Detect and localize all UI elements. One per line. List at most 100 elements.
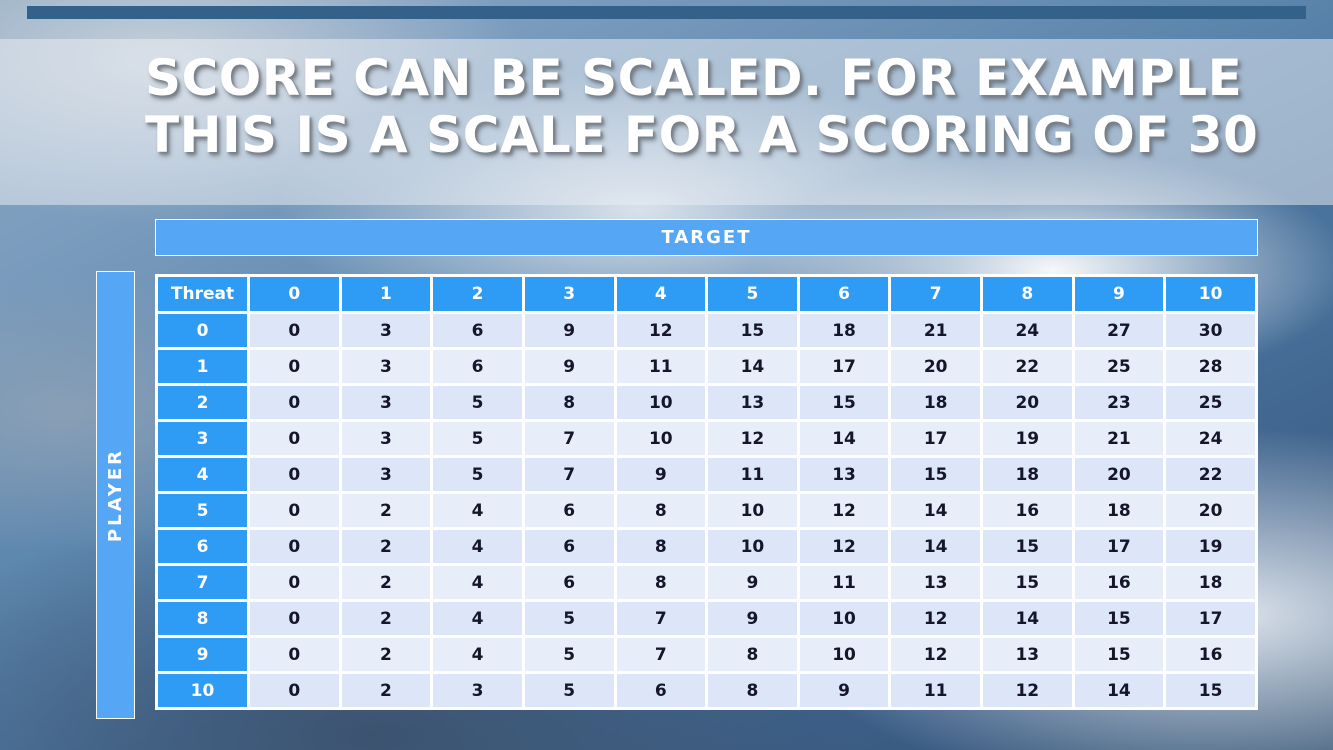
score-cell: 20 — [1071, 455, 1167, 494]
score-cell: 2 — [338, 635, 434, 674]
score-cell: 0 — [247, 563, 342, 602]
score-cell: 12 — [796, 491, 892, 530]
slide-title-line1: SCORE CAN BE SCALED. FOR EXAMPLE — [145, 49, 1243, 107]
score-cell: 2 — [338, 599, 434, 638]
score-cell: 5 — [521, 671, 617, 710]
score-cell: 6 — [430, 347, 525, 386]
score-cell: 10 — [796, 635, 892, 674]
row-header: 8 — [155, 599, 250, 638]
score-cell: 7 — [613, 635, 709, 674]
table-row: 7 0 2 4 6 8 9 11 13 15 16 18 — [155, 563, 1258, 602]
score-cell: 16 — [980, 491, 1075, 530]
score-cell: 16 — [1163, 635, 1258, 674]
score-cell: 0 — [247, 527, 342, 566]
column-header: 10 — [1163, 274, 1258, 314]
score-cell: 9 — [521, 311, 617, 350]
score-cell: 9 — [705, 599, 800, 638]
score-cell: 9 — [796, 671, 892, 710]
score-cell: 15 — [1071, 599, 1167, 638]
column-header: 2 — [430, 274, 525, 314]
score-cell: 3 — [338, 347, 434, 386]
score-cell: 5 — [521, 599, 617, 638]
score-cell: 9 — [705, 563, 800, 602]
table-row: 4 0 3 5 7 9 11 13 15 18 20 22 — [155, 455, 1258, 494]
score-cell: 0 — [247, 311, 342, 350]
column-header: 1 — [338, 274, 434, 314]
score-cell: 6 — [613, 671, 709, 710]
score-cell: 6 — [521, 491, 617, 530]
column-header: 0 — [247, 274, 342, 314]
score-cell: 3 — [338, 419, 434, 458]
score-cell: 5 — [430, 383, 525, 422]
score-cell: 5 — [430, 419, 525, 458]
score-cell: 13 — [796, 455, 892, 494]
score-cell: 21 — [1071, 419, 1167, 458]
score-cell: 11 — [796, 563, 892, 602]
slide-title: SCORE CAN BE SCALED. FOR EXAMPLE THIS IS… — [145, 50, 1293, 164]
score-cell: 11 — [613, 347, 709, 386]
score-table: Threat 0 1 2 3 4 5 6 7 8 9 10 0 0 3 6 9 12 15 18 21 24 27 30 1… — [155, 274, 1258, 710]
score-cell: 28 — [1163, 347, 1258, 386]
score-cell: 20 — [888, 347, 983, 386]
row-header: 2 — [155, 383, 250, 422]
score-cell: 12 — [705, 419, 800, 458]
score-cell: 0 — [247, 419, 342, 458]
score-cell: 16 — [1071, 563, 1167, 602]
score-cell: 30 — [1163, 311, 1258, 350]
score-cell: 15 — [796, 383, 892, 422]
player-sidebar: PLAYER — [96, 271, 135, 719]
score-cell: 7 — [521, 419, 617, 458]
score-cell: 14 — [705, 347, 800, 386]
score-cell: 2 — [338, 527, 434, 566]
score-cell: 5 — [430, 455, 525, 494]
score-cell: 20 — [1163, 491, 1258, 530]
score-cell: 10 — [796, 599, 892, 638]
score-cell: 22 — [1163, 455, 1258, 494]
score-cell: 12 — [888, 599, 983, 638]
score-cell: 3 — [338, 383, 434, 422]
score-cell: 4 — [430, 635, 525, 674]
score-cell: 3 — [338, 455, 434, 494]
score-cell: 0 — [247, 635, 342, 674]
score-cell: 20 — [980, 383, 1075, 422]
score-cell: 2 — [338, 671, 434, 710]
score-cell: 4 — [430, 599, 525, 638]
table-row: 3 0 3 5 7 10 12 14 17 19 21 24 — [155, 419, 1258, 458]
score-cell: 11 — [705, 455, 800, 494]
score-cell: 18 — [1071, 491, 1167, 530]
score-cell: 0 — [247, 599, 342, 638]
score-cell: 9 — [613, 455, 709, 494]
score-cell: 19 — [1163, 527, 1258, 566]
table-row: 1 0 3 6 9 11 14 17 20 22 25 28 — [155, 347, 1258, 386]
player-label: PLAYER — [105, 447, 126, 543]
score-cell: 8 — [705, 635, 800, 674]
column-header: 7 — [888, 274, 983, 314]
top-accent-bar — [27, 6, 1306, 19]
row-header: 5 — [155, 491, 250, 530]
score-cell: 17 — [1071, 527, 1167, 566]
row-header: 0 — [155, 311, 250, 350]
row-header: 6 — [155, 527, 250, 566]
score-cell: 14 — [1071, 671, 1167, 710]
title-banner — [0, 39, 1333, 205]
score-cell: 15 — [1071, 635, 1167, 674]
row-header: 4 — [155, 455, 250, 494]
score-cell: 8 — [613, 491, 709, 530]
score-table-body: Threat 0 1 2 3 4 5 6 7 8 9 10 0 0 3 6 9 12 15 18 21 24 27 30 1… — [155, 274, 1258, 710]
slide-title-line2: THIS IS A SCALE FOR A SCORING OF 30 — [145, 106, 1259, 164]
score-cell: 6 — [521, 563, 617, 602]
score-cell: 14 — [888, 491, 983, 530]
table-row: 10 0 2 3 5 6 8 9 11 12 14 15 — [155, 671, 1258, 710]
score-cell: 15 — [888, 455, 983, 494]
score-cell: 4 — [430, 527, 525, 566]
table-row: 0 0 3 6 9 12 15 18 21 24 27 30 — [155, 311, 1258, 350]
score-cell: 12 — [613, 311, 709, 350]
score-cell: 15 — [980, 563, 1075, 602]
score-cell: 17 — [1163, 599, 1258, 638]
target-label: TARGET — [661, 227, 752, 248]
score-cell: 25 — [1163, 383, 1258, 422]
score-cell: 14 — [980, 599, 1075, 638]
target-header-bar: TARGET — [155, 219, 1258, 256]
score-cell: 23 — [1071, 383, 1167, 422]
row-header: 10 — [155, 671, 250, 710]
